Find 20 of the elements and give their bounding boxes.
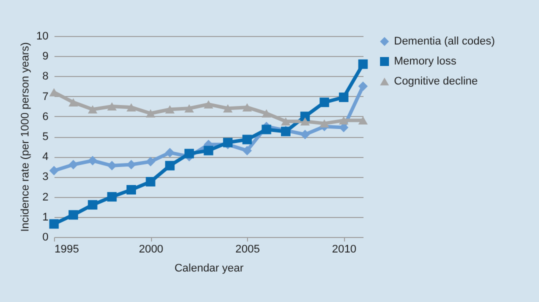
y-tick-label: 4 xyxy=(42,151,48,164)
y-tick-label: 6 xyxy=(42,110,48,123)
x-axis-title: Calendar year xyxy=(174,262,244,274)
legend-label: Dementia (all codes) xyxy=(394,36,495,48)
x-tick-label: 2000 xyxy=(138,244,164,256)
x-tick-label: 1995 xyxy=(54,244,79,256)
y-tick-label: 0 xyxy=(42,232,48,244)
legend-label: Cognitive decline xyxy=(394,76,478,88)
y-tick-label: 3 xyxy=(42,171,48,184)
y-tick-label: 9 xyxy=(42,50,48,63)
y-tick-label: 5 xyxy=(42,131,48,143)
x-tick-label: 2005 xyxy=(235,244,260,256)
y-axis-title: Incidence rate (per 1000 person years) xyxy=(19,42,32,232)
x-tick-label: 2010 xyxy=(332,244,356,256)
y-tick-label: 8 xyxy=(42,70,48,83)
y-tick-label: 1 xyxy=(42,211,48,224)
y-tick-label: 10 xyxy=(36,30,48,42)
y-tick-label: 7 xyxy=(42,90,48,103)
legend-label: Memory loss xyxy=(394,56,457,68)
y-tick-label: 2 xyxy=(42,191,48,204)
